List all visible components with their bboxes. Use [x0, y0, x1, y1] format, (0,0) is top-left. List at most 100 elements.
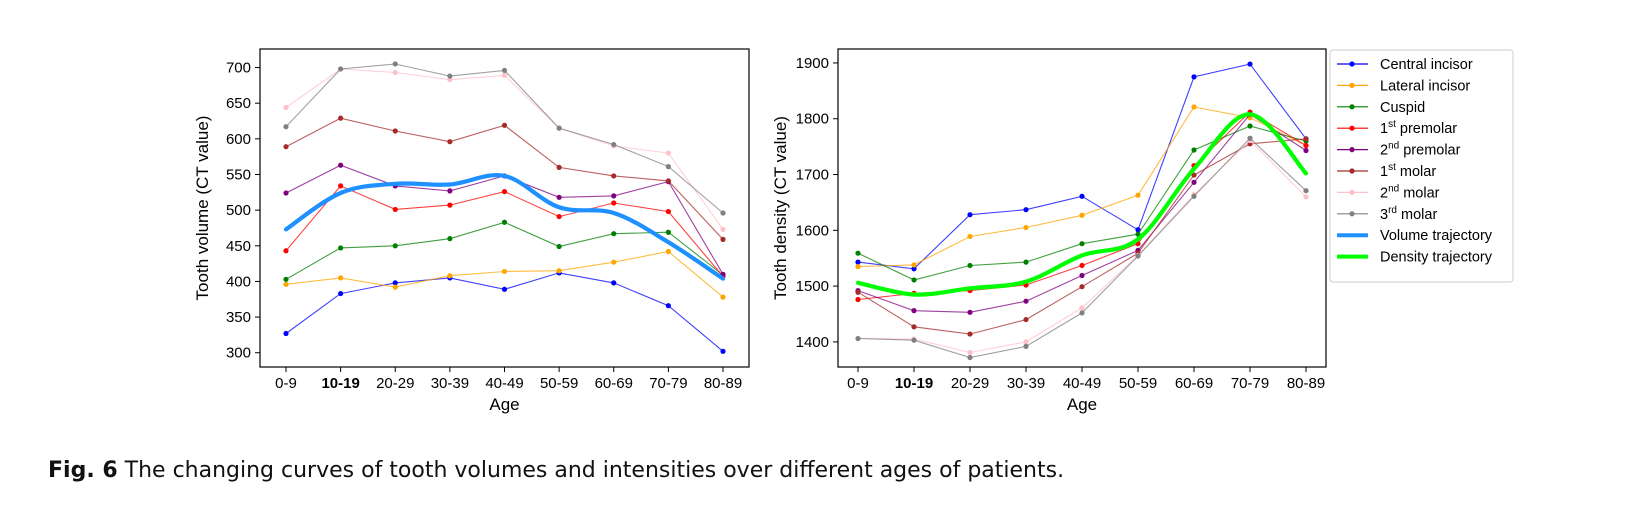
- data-point: [967, 262, 973, 269]
- data-point: [1191, 179, 1197, 185]
- data-point: [392, 69, 398, 76]
- data-point: [967, 354, 973, 361]
- data-point: [720, 294, 726, 300]
- data-point: [338, 290, 344, 297]
- x-tick-label: 50-59: [540, 375, 578, 392]
- data-point: [338, 66, 344, 72]
- data-point: [447, 73, 453, 79]
- legend-label: Lateral incisor: [1380, 78, 1470, 94]
- data-point: [283, 281, 289, 287]
- trajectory-density-trajectory: [855, 112, 1309, 297]
- y-tick-label: 550: [226, 166, 251, 183]
- data-point: [1079, 272, 1085, 279]
- x-tick-label: 70-79: [649, 375, 687, 392]
- data-point: [911, 262, 917, 268]
- data-point: [611, 280, 617, 286]
- data-point: [338, 183, 344, 189]
- data-point: [1023, 224, 1029, 231]
- x-tick-label: 10-19: [895, 375, 933, 392]
- legend-marker: [1349, 82, 1355, 88]
- data-point: [1079, 310, 1085, 316]
- x-tick-label: 80-89: [1287, 375, 1325, 392]
- data-point: [1303, 142, 1309, 149]
- data-point: [1023, 343, 1029, 349]
- legend-marker: [1349, 168, 1355, 174]
- data-point: [1079, 193, 1085, 199]
- data-point: [967, 309, 973, 315]
- figure-label: Fig. 6: [48, 458, 118, 483]
- x-tick-label: 20-29: [376, 375, 414, 392]
- data-point: [501, 286, 508, 292]
- data-point: [1023, 298, 1029, 304]
- series-1st-premolar: [283, 183, 726, 280]
- data-point: [855, 335, 861, 342]
- data-point: [283, 104, 289, 111]
- plot-frame: [837, 48, 1327, 368]
- data-point: [392, 128, 398, 134]
- legend-item: Cuspid: [1337, 100, 1425, 116]
- data-point: [911, 308, 917, 314]
- legend-box: [1329, 49, 1514, 283]
- data-point: [665, 150, 671, 156]
- data-point: [556, 164, 562, 170]
- data-point: [283, 124, 289, 130]
- legend-label: 1st molar: [1380, 162, 1436, 180]
- data-point: [501, 268, 508, 275]
- data-point: [283, 276, 289, 282]
- data-point: [1079, 212, 1085, 218]
- data-point: [1303, 188, 1309, 194]
- data-point: [665, 208, 671, 215]
- data-point: [665, 303, 671, 309]
- y-tick-label: 500: [226, 202, 251, 219]
- legend-marker: [1349, 211, 1355, 217]
- legend-item: Density trajectory: [1337, 250, 1493, 266]
- data-point: [283, 330, 289, 337]
- data-point: [1079, 284, 1085, 290]
- x-tick-label: 10-19: [321, 375, 359, 392]
- legend-item: Central incisor: [1337, 57, 1473, 73]
- data-point: [1023, 259, 1029, 265]
- data-point: [911, 324, 917, 330]
- data-point: [967, 349, 973, 356]
- data-point: [1079, 305, 1085, 311]
- data-point: [283, 248, 289, 254]
- data-point: [392, 284, 398, 290]
- x-tick-label: 40-49: [1063, 375, 1101, 392]
- data-point: [1247, 123, 1253, 129]
- legend-item: 2nd molar: [1337, 183, 1440, 201]
- legend-item: 2nd premolar: [1337, 141, 1461, 159]
- data-point: [911, 337, 917, 343]
- data-point: [556, 268, 562, 274]
- legend-label: 3rd molar: [1380, 205, 1437, 223]
- y-tick-label: 1400: [796, 334, 829, 351]
- y-tick-label: 300: [226, 345, 251, 362]
- legend: Central incisor Lateral incisor Cuspid 1st …: [1329, 49, 1514, 283]
- data-point: [967, 212, 973, 218]
- data-point: [556, 125, 562, 131]
- data-point: [665, 248, 671, 255]
- legend-label: Volume trajectory: [1380, 228, 1493, 244]
- legend-item: 1st premolar: [1337, 119, 1457, 137]
- legend-item: Lateral incisor: [1337, 78, 1470, 94]
- y-axis-title: Tooth volume (CT value): [193, 116, 212, 301]
- x-tick-label: 0-9: [275, 375, 297, 392]
- data-point: [855, 289, 861, 295]
- data-point: [556, 213, 562, 220]
- data-point: [855, 259, 861, 265]
- data-point: [1191, 104, 1197, 110]
- data-point: [392, 61, 398, 67]
- figure-caption: Fig. 6 The changing curves of tooth volu…: [48, 458, 1064, 483]
- y-tick-label: 1600: [796, 222, 829, 239]
- data-point: [447, 273, 453, 279]
- data-point: [501, 122, 508, 128]
- data-point: [338, 245, 344, 251]
- data-point: [720, 210, 726, 216]
- legend-label: Cuspid: [1380, 100, 1425, 116]
- data-point: [1023, 316, 1029, 323]
- legend-label: 1st premolar: [1380, 119, 1457, 137]
- data-point: [1303, 194, 1309, 200]
- x-axis-title: Age: [1067, 395, 1097, 414]
- x-axis-title: Age: [489, 395, 519, 414]
- x-tick-label: 30-39: [1007, 375, 1045, 392]
- data-point: [501, 72, 508, 78]
